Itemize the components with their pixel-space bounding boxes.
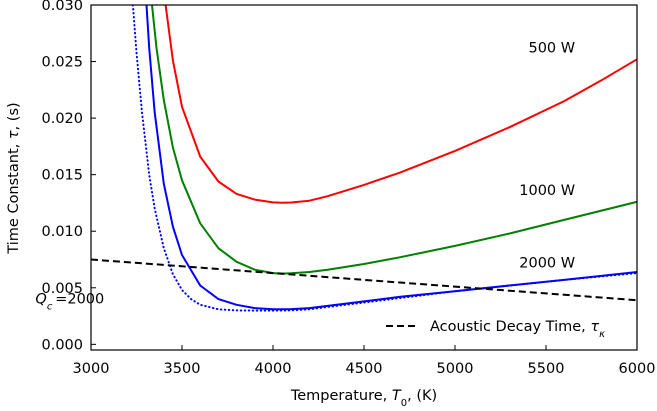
y-tick-label: 0.010 xyxy=(41,224,83,240)
x-tick-label: 5000 xyxy=(437,361,474,377)
series-layer xyxy=(91,5,637,312)
y-tick-label: 0.025 xyxy=(41,55,83,71)
x-tick-label: 6000 xyxy=(619,361,656,377)
series-annotation: Qc =2000 xyxy=(35,292,104,313)
y-tick-label: 0.005 xyxy=(41,281,83,297)
x-tick-label: 3500 xyxy=(164,361,201,377)
legend: Acoustic Decay Time, τκ xyxy=(386,319,605,340)
series-annotation: 2000 W xyxy=(519,255,575,271)
y-tick-label: 0.000 xyxy=(41,337,83,353)
series-line-acoustic-decay-time xyxy=(91,258,637,302)
x-tick-label: 3000 xyxy=(73,361,110,377)
y-tick-label: 0.020 xyxy=(41,111,83,127)
y-tick-label: 0.015 xyxy=(41,168,83,184)
y-axis-label: Time Constant, τ, (s) xyxy=(6,102,22,254)
x-tick-label: 4500 xyxy=(346,361,383,377)
ticks-layer: 3000 3500 4000 4500 5000 5500 6000 0.000 0.005 0.… xyxy=(41,0,655,377)
legend-label: Acoustic Decay Time, τκ xyxy=(430,319,605,340)
series-line-2000-w xyxy=(145,5,637,311)
series-annotation: 1000 W xyxy=(519,183,575,199)
series-line-500-w xyxy=(164,5,637,204)
series-annotation: 500 W xyxy=(528,41,575,57)
x-tick-label: 4000 xyxy=(255,361,292,377)
x-axis-label: Temperature, T0, (K) xyxy=(290,388,437,409)
annotation-layer: 500 W 1000 W 2000 W Qc =2000 xyxy=(35,41,575,313)
y-tick-label: 0.030 xyxy=(41,0,83,14)
x-tick-label: 5500 xyxy=(528,361,565,377)
series-line-qc-2000 xyxy=(131,5,637,312)
